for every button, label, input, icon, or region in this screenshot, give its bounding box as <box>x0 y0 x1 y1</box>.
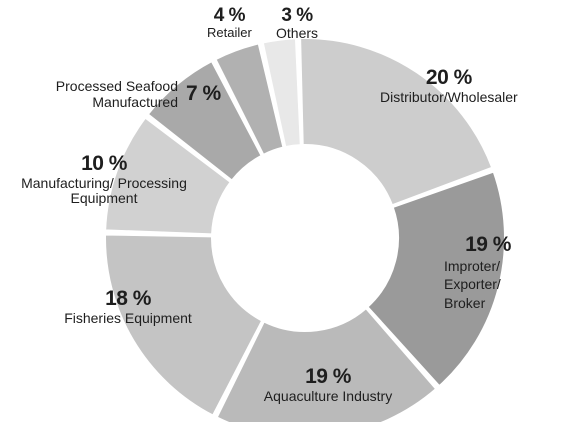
slice-aquaculture-industry <box>215 306 438 422</box>
slice-value-aquaculture-industry: 19 % <box>305 365 351 388</box>
slice-others <box>261 37 302 149</box>
label-aquaculture-industry: 19 % Aquaculture Industry <box>238 365 418 404</box>
slice-name-aquaculture-industry: Aquaculture Industry <box>263 387 393 404</box>
slice-value-fisheries-equipment: 18 % <box>105 287 151 310</box>
slice-value-processed-seafood-manufactured: 7 % <box>186 82 221 105</box>
label-manufacturing-processing-equipment: 10 % Manufacturing/ Processing Equipment <box>8 152 200 207</box>
slice-name-importer-exporter-broker: Improter/ Exporter/ Broker <box>444 257 501 312</box>
label-retailer: 4 % Retailer <box>207 5 252 41</box>
slice-improter-exporter-broker <box>366 170 506 388</box>
label-importer-exporter-broker: 19 % Improter/ Exporter/ Broker <box>444 233 532 313</box>
slice-name-fisheries-equipment: Fisheries Equipment <box>64 309 192 326</box>
slice-value-others: 3 % <box>281 5 313 26</box>
slice-retailer <box>214 42 285 157</box>
label-fisheries-equipment: 18 % Fisheries Equipment <box>38 287 218 326</box>
slice-value-retailer: 4 % <box>213 5 246 26</box>
slice-name-manufacturing-processing-equipment: Manufacturing/ Processing Equipment <box>21 174 187 207</box>
slice-name-distributor-wholesaler: Distributor/Wholesaler <box>380 88 518 105</box>
slice-name-processed-seafood-manufactured: Processed Seafood Manufactured <box>55 78 178 110</box>
label-processed-seafood-manufactured: Processed Seafood Manufactured <box>14 78 178 110</box>
label-distributor-wholesaler: 20 % Distributor/Wholesaler <box>380 66 518 105</box>
slice-fisheries-equipment <box>104 233 264 417</box>
slice-manufacturing-processing-equipment <box>104 116 233 236</box>
slice-name-retailer: Retailer <box>207 25 252 41</box>
donut-hole <box>213 146 397 330</box>
slice-processed-seafood-manufactured <box>146 59 263 182</box>
slice-name-others: Others <box>276 25 319 42</box>
slice-value-manufacturing-processing-equipment: 10 % <box>81 152 127 175</box>
slice-value-importer-exporter-broker: 19 % <box>465 233 511 256</box>
slice-value-distributor-wholesaler: 20 % <box>425 66 472 89</box>
label-others: 3 % Others <box>276 5 318 42</box>
value-processed-seafood-manufactured: 7 % <box>186 82 221 106</box>
slice-distributor-wholesaler <box>299 37 494 207</box>
